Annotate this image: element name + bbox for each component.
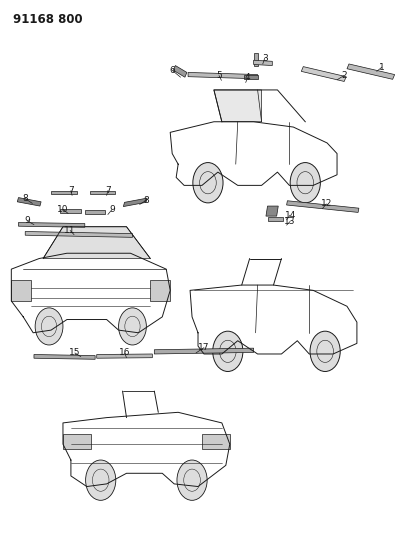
Text: 12: 12 xyxy=(321,199,332,208)
Polygon shape xyxy=(173,66,187,77)
Polygon shape xyxy=(85,210,106,214)
Text: 1: 1 xyxy=(379,63,385,71)
Text: 14: 14 xyxy=(284,211,296,220)
Polygon shape xyxy=(34,354,95,359)
Circle shape xyxy=(118,308,146,345)
Polygon shape xyxy=(63,433,91,449)
Polygon shape xyxy=(214,90,262,122)
Polygon shape xyxy=(97,354,152,358)
Circle shape xyxy=(213,331,243,372)
Text: 10: 10 xyxy=(57,205,69,214)
Polygon shape xyxy=(123,198,147,207)
Text: 11: 11 xyxy=(64,226,76,235)
Circle shape xyxy=(290,163,320,203)
Text: 3: 3 xyxy=(262,54,268,62)
Text: 9: 9 xyxy=(109,205,115,214)
Polygon shape xyxy=(150,280,170,301)
Circle shape xyxy=(193,163,223,203)
Text: 4: 4 xyxy=(245,73,250,82)
Polygon shape xyxy=(43,227,150,259)
Polygon shape xyxy=(60,209,81,213)
Polygon shape xyxy=(301,67,346,82)
Text: 6: 6 xyxy=(169,66,175,75)
Polygon shape xyxy=(244,75,258,79)
Polygon shape xyxy=(202,433,230,449)
Circle shape xyxy=(310,331,340,372)
Text: 13: 13 xyxy=(284,217,296,226)
Polygon shape xyxy=(254,53,258,66)
Polygon shape xyxy=(286,201,359,213)
Text: 8: 8 xyxy=(144,196,149,205)
Text: 15: 15 xyxy=(69,349,81,358)
Polygon shape xyxy=(268,217,284,221)
Text: 9: 9 xyxy=(24,216,30,225)
Text: 7: 7 xyxy=(105,186,111,195)
Polygon shape xyxy=(17,198,41,206)
Polygon shape xyxy=(254,60,272,66)
Text: 17: 17 xyxy=(198,343,210,352)
Polygon shape xyxy=(11,280,31,301)
Polygon shape xyxy=(347,64,395,79)
Circle shape xyxy=(177,460,207,500)
Circle shape xyxy=(35,308,63,345)
Circle shape xyxy=(86,460,116,500)
Polygon shape xyxy=(266,206,278,216)
Text: 16: 16 xyxy=(119,349,130,358)
Polygon shape xyxy=(18,222,85,227)
Text: 91168 800: 91168 800 xyxy=(13,13,83,26)
Polygon shape xyxy=(25,231,132,237)
Polygon shape xyxy=(188,72,258,79)
Polygon shape xyxy=(154,348,254,354)
Text: 2: 2 xyxy=(341,71,347,80)
Polygon shape xyxy=(52,191,77,195)
Polygon shape xyxy=(90,191,115,195)
Text: 5: 5 xyxy=(216,71,222,80)
Text: 7: 7 xyxy=(68,186,74,195)
Text: 8: 8 xyxy=(22,194,28,203)
